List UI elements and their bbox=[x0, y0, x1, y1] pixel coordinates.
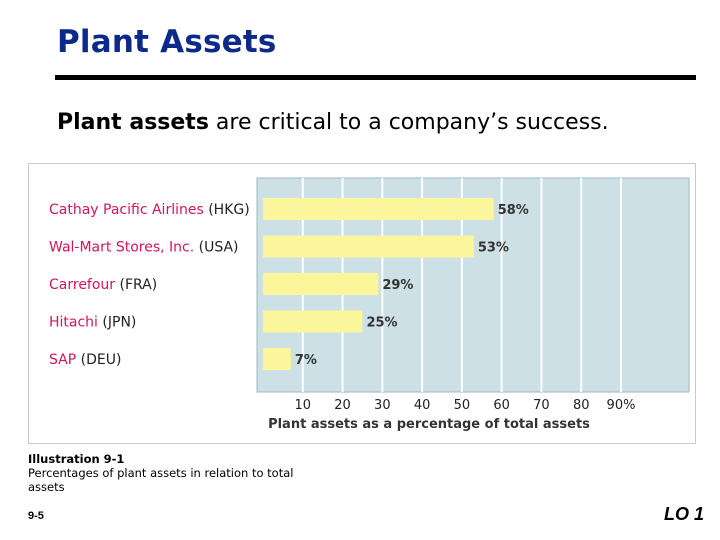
page-number: 9-5 bbox=[28, 510, 44, 522]
company-name-3: Hitachi bbox=[49, 315, 102, 331]
subtitle-text: are critical to a company’s success. bbox=[208, 110, 609, 135]
page-title: Plant Assets bbox=[57, 24, 277, 60]
bar-chart: 58% Cathay Pacific Airlines (HKG) 53% Wal-M… bbox=[49, 177, 690, 432]
bar-2 bbox=[263, 273, 379, 295]
tick-label-40: 40 bbox=[414, 398, 431, 413]
slide-subtitle: Plant assets are critical to a company’s… bbox=[57, 110, 609, 135]
illustration-caption: Illustration 9-1 Percentages of plant as… bbox=[28, 452, 298, 494]
country-code-3: (JPN) bbox=[102, 315, 136, 331]
caption-text: Percentages of plant assets in relation … bbox=[28, 466, 294, 494]
bar-0 bbox=[263, 198, 494, 220]
bar-3 bbox=[263, 310, 363, 333]
bar-4 bbox=[263, 348, 291, 370]
learning-objective-label: LO 1 bbox=[663, 504, 704, 524]
tick-label-20: 20 bbox=[334, 398, 351, 413]
tick-label-80: 80 bbox=[573, 398, 590, 413]
value-label-2: 29% bbox=[382, 278, 413, 293]
country-code-0: (HKG) bbox=[208, 202, 249, 218]
category-label-2: Carrefour (FRA) bbox=[49, 277, 157, 293]
tick-label-10: 10 bbox=[295, 398, 312, 413]
tick-label-50: 50 bbox=[454, 398, 471, 413]
country-code-4: (DEU) bbox=[81, 352, 122, 368]
company-name-2: Carrefour bbox=[49, 277, 120, 293]
tick-label-60: 60 bbox=[493, 398, 510, 413]
category-label-3: Hitachi (JPN) bbox=[49, 315, 136, 331]
subtitle-bold: Plant assets bbox=[57, 110, 209, 135]
tick-label-30: 30 bbox=[374, 398, 391, 413]
title-divider bbox=[55, 75, 696, 80]
value-label-4: 7% bbox=[295, 353, 317, 368]
company-name-0: Cathay Pacific Airlines bbox=[49, 202, 208, 218]
company-name-1: Wal-Mart Stores, Inc. bbox=[49, 240, 199, 256]
caption-title: Illustration 9-1 bbox=[28, 452, 125, 466]
tick-label-70: 70 bbox=[533, 398, 550, 413]
category-label-4: SAP (DEU) bbox=[49, 352, 121, 368]
x-axis-label: Plant assets as a percentage of total as… bbox=[268, 417, 590, 432]
value-label-1: 53% bbox=[478, 241, 509, 256]
category-label-1: Wal-Mart Stores, Inc. (USA) bbox=[49, 240, 239, 256]
category-label-0: Cathay Pacific Airlines (HKG) bbox=[49, 202, 250, 218]
chart-container: 58% Cathay Pacific Airlines (HKG) 53% Wal-M… bbox=[28, 163, 696, 444]
value-label-3: 25% bbox=[366, 316, 397, 331]
value-label-0: 58% bbox=[498, 203, 529, 218]
tick-label-90: 90% bbox=[607, 398, 636, 413]
company-name-4: SAP bbox=[49, 352, 81, 368]
bar-1 bbox=[263, 235, 474, 258]
country-code-2: (FRA) bbox=[120, 277, 158, 293]
country-code-1: (USA) bbox=[199, 240, 239, 256]
